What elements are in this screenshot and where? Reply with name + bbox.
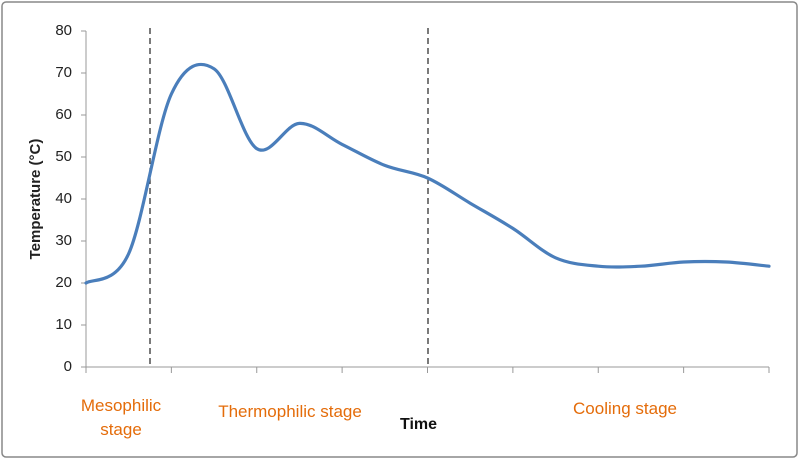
x-axis-title: Time: [400, 416, 438, 433]
y-tick-label: 0: [64, 358, 72, 375]
y-tick-label: 20: [55, 274, 72, 291]
stage-label: Thermophilic stage: [218, 402, 362, 421]
y-tick-label: 50: [55, 148, 72, 165]
y-axis-title: Temperature (°C): [27, 139, 44, 260]
y-tick-label: 30: [55, 232, 72, 249]
stage-label: Mesophilic stage: [80, 396, 162, 439]
y-tick-label: 80: [55, 22, 72, 39]
y-tick-label: 70: [55, 64, 72, 81]
y-tick-label: 40: [55, 190, 72, 207]
y-tick-label: 10: [55, 316, 72, 333]
stage-label: Cooling stage: [573, 399, 677, 418]
temperature-line: [84, 62, 771, 285]
y-tick-label: 60: [55, 106, 72, 123]
